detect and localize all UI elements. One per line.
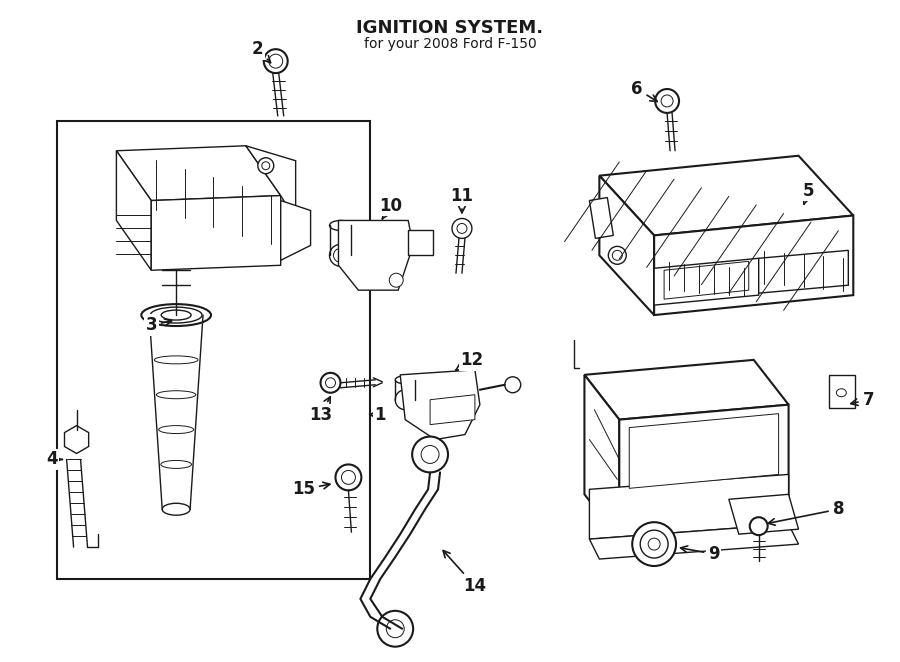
Polygon shape [590,197,613,238]
Circle shape [632,522,676,566]
Polygon shape [430,395,475,424]
Text: 12: 12 [455,351,483,371]
Polygon shape [590,524,798,559]
Polygon shape [400,370,480,440]
Polygon shape [338,220,413,290]
Circle shape [341,471,356,485]
Circle shape [608,246,626,264]
Ellipse shape [395,390,415,410]
Ellipse shape [141,304,211,326]
Text: 13: 13 [309,397,332,424]
Circle shape [386,620,404,638]
Circle shape [336,465,362,491]
Circle shape [457,224,467,234]
Circle shape [412,436,448,473]
Polygon shape [65,426,88,453]
Ellipse shape [154,356,198,364]
Polygon shape [590,475,788,539]
Ellipse shape [395,376,415,384]
Circle shape [648,538,660,550]
Circle shape [264,49,288,73]
Ellipse shape [150,307,202,323]
Polygon shape [409,230,433,256]
Polygon shape [619,404,788,539]
Polygon shape [116,146,281,201]
Text: for your 2008 Ford F-150: for your 2008 Ford F-150 [364,37,536,51]
Ellipse shape [162,503,190,515]
Circle shape [262,162,270,169]
Polygon shape [654,216,853,315]
Ellipse shape [334,248,347,262]
Ellipse shape [329,220,351,230]
Circle shape [421,446,439,463]
Circle shape [452,218,472,238]
Text: 4: 4 [46,450,62,469]
Circle shape [377,611,413,647]
Text: 15: 15 [292,481,330,498]
Circle shape [655,89,679,113]
Ellipse shape [157,391,196,399]
Polygon shape [584,360,788,420]
Text: 2: 2 [252,40,271,63]
Polygon shape [281,201,310,260]
Polygon shape [246,146,296,220]
Text: 6: 6 [632,80,657,101]
Ellipse shape [158,426,194,434]
Polygon shape [629,414,778,489]
Polygon shape [599,175,654,315]
Polygon shape [599,156,853,236]
Circle shape [640,530,668,558]
Polygon shape [654,258,759,305]
Circle shape [612,250,622,260]
Text: 10: 10 [379,197,401,219]
Ellipse shape [329,244,351,266]
Text: 1: 1 [370,406,386,424]
Circle shape [390,273,403,287]
Circle shape [662,95,673,107]
Circle shape [750,517,768,535]
Text: 3: 3 [146,316,172,334]
Circle shape [269,54,283,68]
Text: 14: 14 [443,551,487,595]
Polygon shape [759,250,849,293]
Circle shape [326,378,336,388]
Polygon shape [729,495,798,534]
Ellipse shape [161,461,192,469]
Text: 7: 7 [850,391,874,408]
Polygon shape [830,375,855,408]
Text: 5: 5 [803,181,815,205]
Text: IGNITION SYSTEM.: IGNITION SYSTEM. [356,19,544,37]
Text: 11: 11 [450,187,473,213]
Ellipse shape [161,310,191,320]
Text: 8: 8 [769,500,844,525]
Text: 9: 9 [680,545,720,563]
Circle shape [257,158,274,173]
Polygon shape [584,375,619,539]
Bar [57,121,370,579]
Ellipse shape [505,377,521,393]
Circle shape [320,373,340,393]
Ellipse shape [836,389,846,397]
Polygon shape [664,261,749,299]
Polygon shape [151,195,281,270]
Polygon shape [116,151,151,270]
